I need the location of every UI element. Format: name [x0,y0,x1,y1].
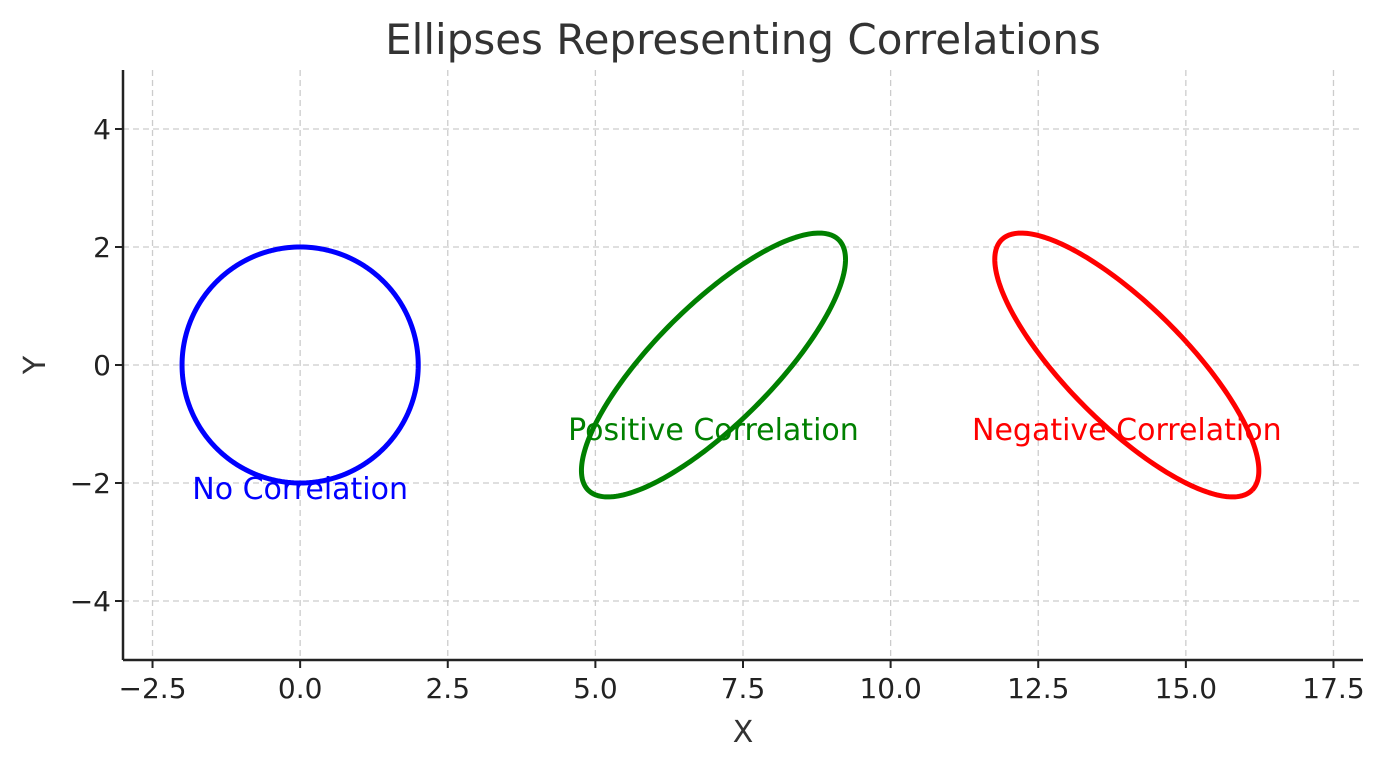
x-tick-label: 7.5 [721,672,766,705]
x-axis-title: X [733,715,754,750]
x-tick-label: 12.5 [1007,672,1069,705]
x-tick-label: 5.0 [573,672,618,705]
x-tick-label: −2.5 [119,672,187,705]
series-layer [179,230,1262,500]
y-tick-label: −4 [70,585,111,618]
x-tick-label: 2.5 [425,672,470,705]
y-tick-label: −2 [70,467,111,500]
ticks: −2.5 0.0 2.5 5.0 7.5 10.0 12.5 15.0 17.5 −4 −2 0 2 4 [70,113,1365,705]
chart-title: Ellipses Representing Correlations [385,15,1101,64]
annotation-label-1: Positive Correlation [568,413,859,448]
annotations: No Correlation Positive Correlation Negati… [192,413,1281,507]
y-tick-label: 2 [93,231,111,264]
x-tick-label: 0.0 [278,672,323,705]
y-tick-label: 0 [93,349,111,382]
grid [123,70,1363,660]
ellipse-series-0 [179,244,421,486]
x-tick-label: 15.0 [1155,672,1217,705]
ellipse-series-1 [578,230,849,500]
x-tick-label: 10.0 [859,672,921,705]
x-tick-label: 17.5 [1302,672,1364,705]
y-axis-title: Y [18,355,53,375]
ellipse-series-2 [992,230,1262,500]
y-tick-label: 4 [93,113,111,146]
annotation-label-0: No Correlation [192,472,408,507]
annotation-label-2: Negative Correlation [972,413,1282,448]
